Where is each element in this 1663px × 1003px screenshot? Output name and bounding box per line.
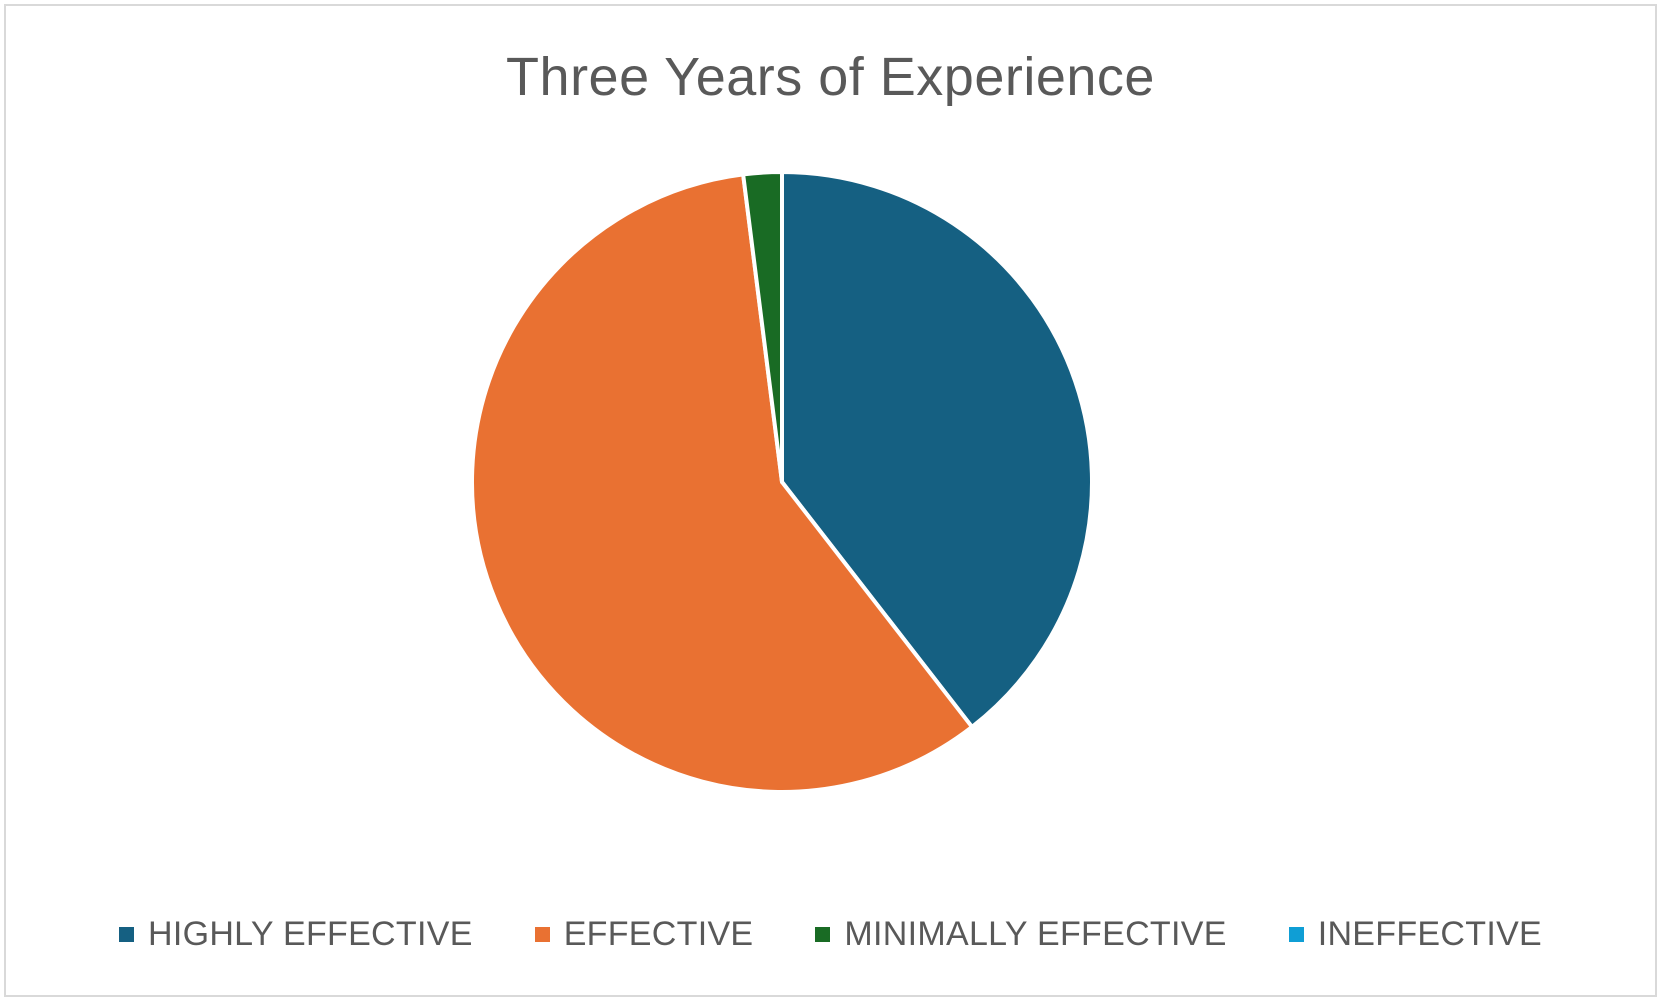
- pie-slice-effective: [470, 172, 975, 794]
- legend-item-ineffective: INEFFECTIVE: [1288, 914, 1543, 954]
- legend-item-minimally-effective: MINIMALLY EFFECTIVE: [815, 915, 1226, 954]
- legend-swatch-highly-effective: [118, 926, 134, 942]
- pie-slice-highly-effective: [780, 170, 1094, 729]
- pie-slices: [470, 170, 1094, 794]
- chart-frame: Three Years of Experience HIGHLY EFFECTI…: [4, 4, 1657, 997]
- legend-item-effective: EFFECTIVE: [534, 914, 754, 954]
- legend-label-highly-effective: HIGHLY EFFECTIVE: [147, 914, 473, 953]
- legend-label-minimally-effective: MINIMALLY EFFECTIVE: [844, 914, 1227, 953]
- chart-legend: HIGHLY EFFECTIVE EFFECTIVE MINIMALLY EFFEC…: [6, 912, 1655, 956]
- legend-swatch-minimally-effective: [815, 926, 831, 942]
- legend-label-ineffective: INEFFECTIVE: [1317, 914, 1543, 953]
- pie-chart: [470, 170, 1094, 794]
- legend-swatch-ineffective: [1288, 926, 1304, 942]
- legend-item-highly-effective: HIGHLY EFFECTIVE: [118, 914, 473, 954]
- pie-slice-minimally-effective: [741, 170, 784, 484]
- legend-swatch-effective: [534, 926, 550, 942]
- chart-title: Three Years of Experience: [506, 47, 1155, 107]
- legend-label-effective: EFFECTIVE: [563, 914, 754, 953]
